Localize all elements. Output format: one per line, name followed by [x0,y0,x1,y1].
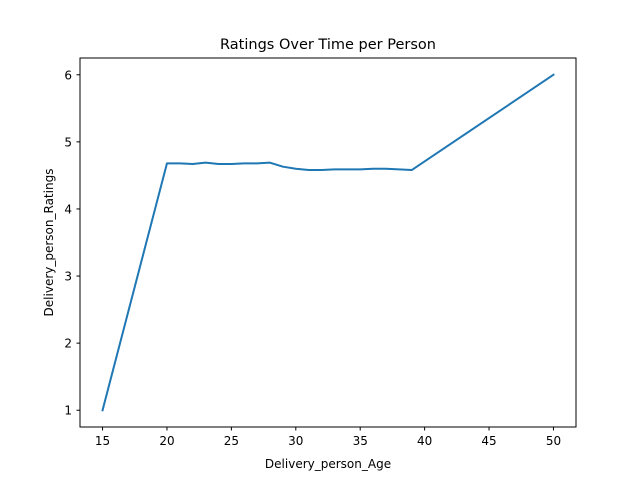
chart-title: Ratings Over Time per Person [220,37,436,53]
series-line [101,73,555,412]
y-tick-label: 5 [64,135,72,149]
y-axis: 1 2 3 4 5 6 [64,68,80,418]
y-tick-label: 2 [64,337,72,351]
x-axis-label: Delivery_person_Age [265,457,391,471]
x-tick-label: 45 [481,434,496,448]
plot-area [79,57,577,428]
y-tick-label: 1 [64,404,72,418]
x-axis: 15 20 25 30 35 40 45 50 [95,427,561,448]
x-tick-label: 25 [224,434,239,448]
x-tick-label: 30 [288,434,303,448]
axes-frame [79,57,577,428]
x-tick-label: 20 [159,434,174,448]
y-tick-label: 4 [64,202,72,216]
x-tick-label: 50 [546,434,561,448]
x-tick-label: 15 [95,434,110,448]
y-tick-label: 6 [64,68,72,82]
x-tick-label: 35 [353,434,368,448]
y-axis-label: Delivery_person_Ratings [42,169,56,317]
y-tick-label: 3 [64,270,72,284]
x-tick-label: 40 [417,434,432,448]
